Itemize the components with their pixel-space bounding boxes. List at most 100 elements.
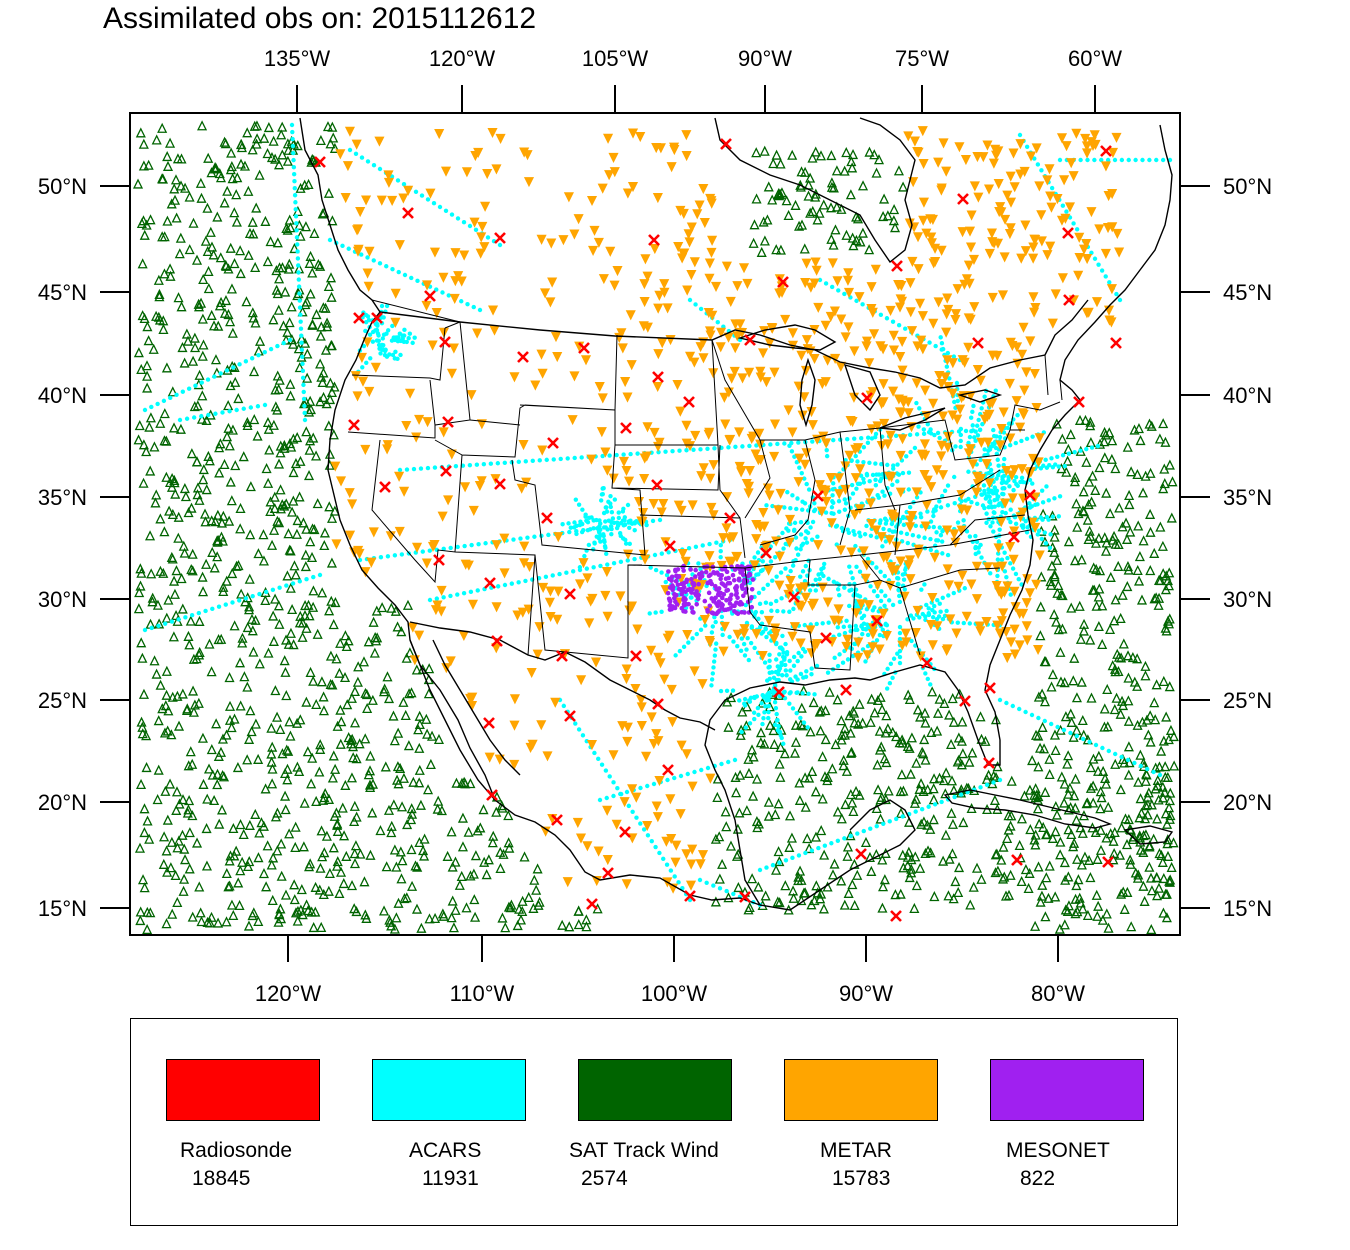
metar-marker <box>563 192 574 203</box>
sat-track-wind-marker <box>203 763 215 774</box>
sat-track-wind-marker <box>188 706 199 717</box>
acars-marker <box>861 613 867 618</box>
sat-track-wind-marker <box>251 120 263 131</box>
sat-track-wind-marker <box>1051 418 1062 429</box>
acars-marker <box>698 566 703 572</box>
sat-track-wind-marker <box>414 836 425 848</box>
acars-marker <box>476 541 481 547</box>
sat-track-wind-marker <box>1112 648 1123 659</box>
acars-marker <box>1013 440 1018 446</box>
acars-marker <box>744 647 749 652</box>
acars-marker <box>966 469 971 474</box>
acars-marker <box>616 510 621 515</box>
sat-track-wind-marker <box>325 650 336 661</box>
acars-marker <box>291 171 297 177</box>
acars-marker <box>1078 448 1083 453</box>
acars-marker <box>986 470 991 476</box>
acars-marker <box>1042 530 1048 535</box>
acars-marker <box>833 524 839 529</box>
sat-track-wind-marker <box>175 180 187 191</box>
sat-track-wind-marker <box>272 807 283 818</box>
sat-track-wind-marker <box>276 129 287 140</box>
metar-marker <box>942 564 953 575</box>
sat-track-wind-marker <box>836 715 847 726</box>
sat-track-wind-marker <box>845 789 856 800</box>
sat-track-wind-marker <box>965 899 976 910</box>
sat-track-wind-marker <box>1133 776 1144 787</box>
acars-marker <box>742 696 748 702</box>
sat-track-wind-marker <box>1103 922 1114 933</box>
acars-marker <box>865 556 871 562</box>
acars-marker <box>692 769 697 775</box>
acars-marker <box>724 888 729 894</box>
metar-marker <box>1059 175 1070 186</box>
sat-track-wind-marker <box>184 795 195 806</box>
sat-track-wind-marker <box>303 599 314 610</box>
acars-marker <box>292 193 298 198</box>
sat-track-wind-marker <box>138 688 150 699</box>
sat-track-wind-marker <box>164 505 175 516</box>
sat-track-wind-marker <box>790 199 801 210</box>
sat-track-wind-marker <box>808 697 819 708</box>
acars-marker <box>939 341 945 346</box>
metar-marker <box>679 248 690 259</box>
sat-track-wind-marker <box>319 527 330 538</box>
acars-marker <box>488 461 494 466</box>
metar-marker <box>460 482 471 493</box>
sat-track-wind-marker <box>532 863 543 874</box>
sat-track-wind-marker <box>284 317 295 328</box>
sat-track-wind-marker <box>1123 769 1134 780</box>
sat-track-wind-marker <box>267 894 278 905</box>
sat-track-wind-marker <box>179 873 190 884</box>
acars-marker <box>218 371 223 376</box>
mesonet-marker <box>667 602 673 608</box>
sat-track-wind-marker <box>1122 650 1134 661</box>
sat-track-wind-marker <box>153 274 164 285</box>
sat-track-wind-marker <box>197 732 208 743</box>
mesonet-marker <box>690 580 695 586</box>
acars-marker <box>852 436 857 441</box>
sat-track-wind-marker <box>816 825 827 836</box>
acars-marker <box>996 472 1001 478</box>
mesonet-marker <box>730 572 736 578</box>
sat-track-wind-marker <box>328 132 339 143</box>
acars-marker <box>453 463 459 469</box>
sat-track-wind-marker <box>1033 861 1044 872</box>
metar-marker <box>480 201 491 212</box>
acars-marker <box>1001 480 1007 485</box>
sat-track-wind-marker <box>318 691 329 702</box>
metar-marker <box>352 391 363 402</box>
sat-track-wind-marker <box>847 148 859 160</box>
sat-track-wind-marker <box>996 854 1007 865</box>
sat-track-wind-marker <box>298 841 309 852</box>
metar-marker <box>363 281 374 292</box>
metar-marker <box>1107 147 1119 158</box>
metar-marker <box>660 585 671 596</box>
metar-marker <box>774 580 785 591</box>
metar-marker <box>941 166 952 177</box>
metar-marker <box>965 314 976 325</box>
sat-track-wind-marker <box>170 488 181 499</box>
acars-marker <box>809 672 814 677</box>
metar-marker <box>335 149 346 160</box>
acars-marker <box>1081 736 1086 742</box>
acars-marker <box>565 456 570 461</box>
acars-marker <box>813 588 819 593</box>
metar-marker <box>539 288 551 299</box>
acars-marker <box>968 415 974 420</box>
sat-track-wind-marker <box>800 801 811 812</box>
acars-marker <box>243 596 249 601</box>
sat-track-wind-marker <box>214 168 225 179</box>
sat-track-wind-marker <box>273 458 285 469</box>
acars-marker <box>598 521 603 526</box>
metar-marker <box>981 459 992 470</box>
sat-track-wind-marker <box>229 258 240 269</box>
sat-track-wind-marker <box>189 342 201 353</box>
acars-marker <box>945 552 951 558</box>
sat-track-wind-marker <box>151 134 162 145</box>
acars-marker <box>410 340 415 346</box>
sat-track-wind-marker <box>290 841 301 852</box>
metar-marker <box>941 327 952 338</box>
metar-marker <box>842 275 853 286</box>
acars-marker <box>606 518 612 523</box>
